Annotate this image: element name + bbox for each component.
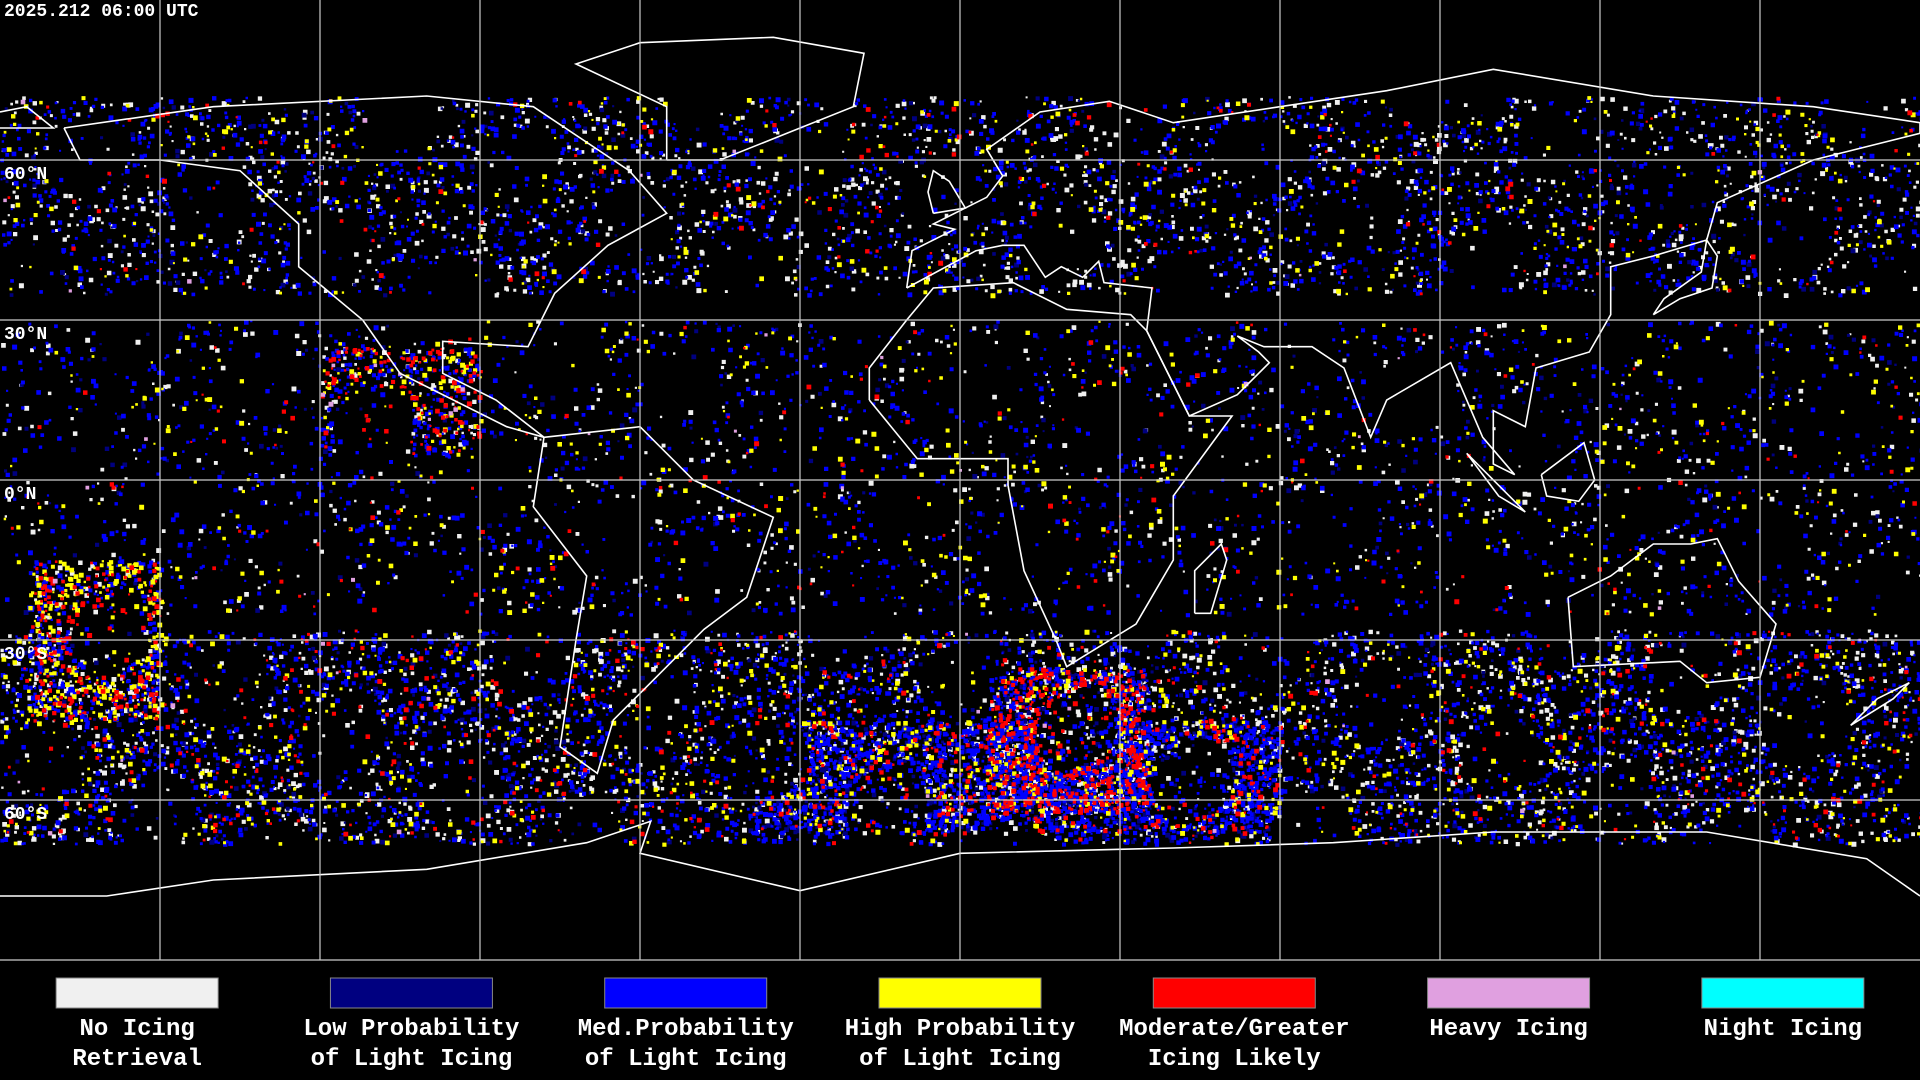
- legend-swatch: [604, 977, 768, 1009]
- coastline: [532, 425, 775, 775]
- coastline: [1652, 237, 1719, 316]
- legend-label: Heavy Icing: [1429, 1016, 1587, 1043]
- labels: 60°N 30°N 0°N 30°S 60°S: [4, 165, 47, 825]
- legend-label: High Probability: [845, 1016, 1075, 1043]
- legend-swatch: [1427, 977, 1591, 1009]
- latitude-label: 0°N: [4, 485, 36, 505]
- legend: No Icing Retrieval Low Probability of Light…: [55, 977, 1865, 1073]
- legend-swatch: [1701, 977, 1865, 1009]
- legend-label: Moderate/Greater: [1119, 1016, 1349, 1043]
- legend-label: Icing Likely: [1148, 1046, 1321, 1073]
- legend-label: Low Probability: [303, 1016, 519, 1043]
- coastline: [868, 281, 1234, 668]
- latitude-label: 60°S: [4, 805, 47, 825]
- legend-label: No Icing: [80, 1016, 195, 1043]
- latitude-label: 60°N: [4, 165, 47, 185]
- legend-label: Med.Probability: [578, 1016, 794, 1043]
- legend-swatch: [329, 977, 493, 1009]
- coastline: [1466, 452, 1526, 513]
- graticule: [0, 0, 1920, 961]
- legend-label: of Light Icing: [585, 1046, 787, 1073]
- legend-swatch: [1152, 977, 1316, 1009]
- legend-swatch: [878, 977, 1042, 1009]
- coastline: [1193, 542, 1228, 615]
- coastline: [1850, 681, 1910, 726]
- coastline: [1567, 537, 1777, 684]
- coastline: [63, 95, 668, 439]
- latitude-label: 30°S: [4, 645, 47, 665]
- latitude-label: 30°N: [4, 325, 47, 345]
- coastline: [1540, 441, 1596, 503]
- icing-speckles: [6, 96, 1920, 846]
- legend-swatch: [55, 977, 219, 1009]
- coastline: [0, 105, 56, 129]
- legend-label: of Light Icing: [859, 1046, 1061, 1073]
- coastline: [905, 68, 1920, 476]
- legend-label: Night Icing: [1704, 1016, 1862, 1043]
- legend-label: of Light Icing: [311, 1046, 513, 1073]
- timestamp: 2025.212 06:00 UTC: [4, 2, 199, 22]
- legend-label: Retrieval: [72, 1046, 202, 1073]
- coastline: [573, 36, 865, 161]
